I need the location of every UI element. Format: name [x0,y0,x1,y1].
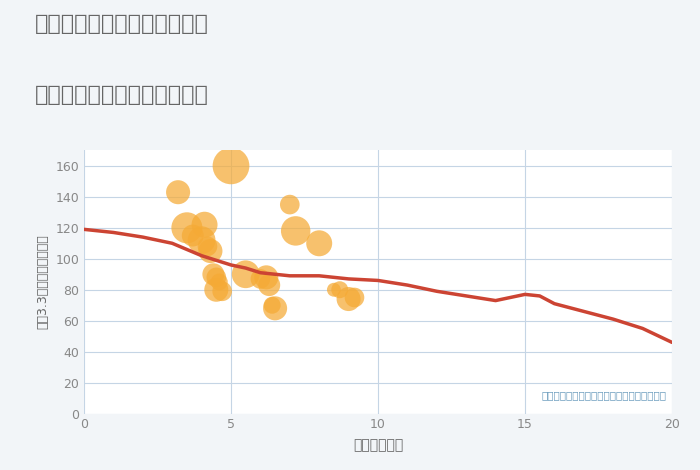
Point [349,294,360,301]
Text: 駅距離別中古マンション価格: 駅距離別中古マンション価格 [35,85,209,105]
Point [211,274,222,281]
Point [328,286,339,293]
Text: 奈良県奈良市西大寺国見町の: 奈良県奈良市西大寺国見町の [35,14,209,34]
Point [240,271,251,278]
Point [216,288,228,295]
Point [187,232,198,239]
Point [225,162,237,170]
Point [205,247,216,255]
Point [314,240,325,247]
Point [284,201,295,208]
Point [270,305,281,312]
Point [199,221,210,228]
Point [172,188,183,196]
Point [196,236,207,244]
Point [290,227,301,235]
X-axis label: 駅距離（分）: 駅距離（分） [353,439,403,453]
Point [208,271,219,278]
Point [211,286,222,293]
Point [264,282,275,289]
Point [267,301,278,309]
Point [343,295,354,303]
Y-axis label: 坪（3.3㎡）単価（万円）: 坪（3.3㎡）単価（万円） [36,235,50,329]
Point [214,278,225,286]
Point [202,243,213,250]
Point [255,275,266,282]
Point [260,274,272,281]
Point [181,224,193,232]
Point [334,286,345,293]
Text: 円の大きさは、取引のあった物件面積を示す: 円の大きさは、取引のあった物件面積を示す [541,391,666,400]
